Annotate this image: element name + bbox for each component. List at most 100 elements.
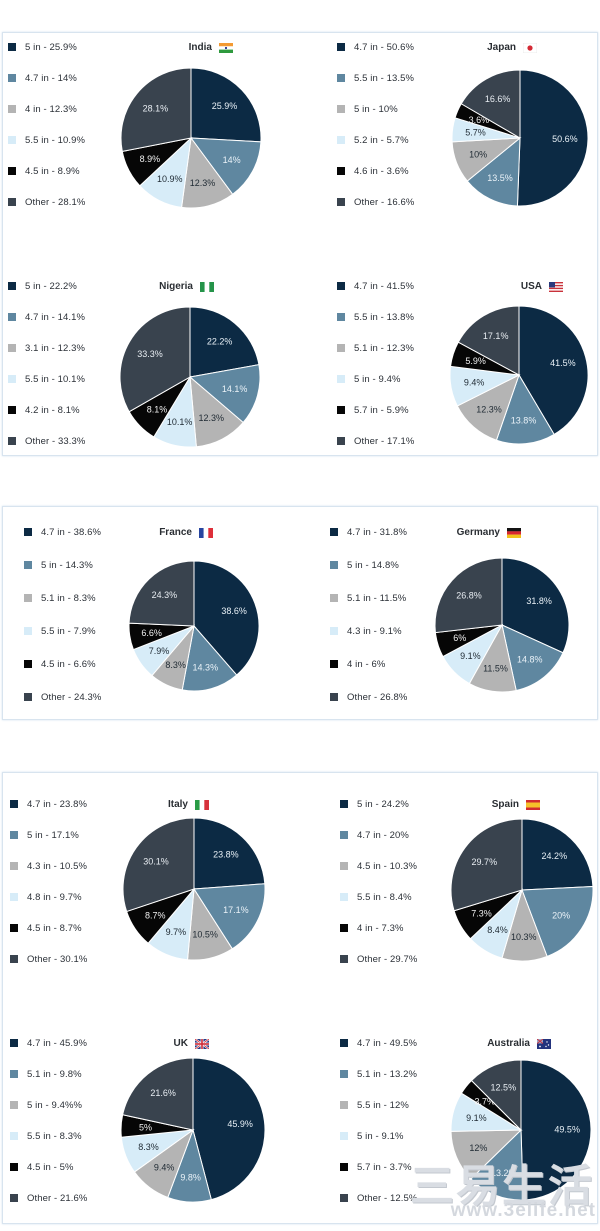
india-flag-icon	[219, 43, 233, 53]
pie-slice	[181, 624, 238, 692]
slice-label: 13.2%	[491, 1168, 517, 1178]
pie-slice	[122, 1057, 194, 1131]
legend-item: 5.1 in - 9.8%	[10, 1067, 82, 1081]
chart-title: Australia	[487, 1038, 530, 1049]
legend-item: Other - 33.3%	[8, 434, 85, 448]
pie-slice	[450, 818, 523, 912]
legend-label: 4.7 in - 50.6%	[354, 41, 415, 53]
legend-item: 5 in - 25.9%	[8, 40, 77, 54]
slice-label: 7.3%	[471, 909, 492, 919]
pie-slice	[521, 818, 594, 891]
legend-label: 4.5 in - 5%	[27, 1161, 74, 1173]
legend-label: 4.2 in - 8.1%	[25, 404, 80, 416]
pie-slice	[188, 364, 261, 424]
legend-swatch	[340, 1101, 348, 1109]
slice-label: 5.7%	[465, 128, 486, 138]
pie-slice	[189, 137, 262, 195]
legend-item: 4.5 in - 8.9%	[8, 164, 80, 178]
usa-flag-icon	[549, 282, 563, 292]
slice-label: 14%	[223, 155, 241, 165]
slice-label: 5.9%	[465, 356, 486, 366]
pie-chart: 45.9% 9.8% 9.4% 8.3% 5% 21.6%	[120, 1057, 266, 1203]
pie-slice	[501, 624, 564, 692]
legend-label: 5.2 in - 5.7%	[354, 134, 409, 146]
legend-swatch	[340, 862, 348, 870]
legend-label: 4.5 in - 8.9%	[25, 165, 80, 177]
legend-item: 5.1 in - 12.3%	[337, 341, 414, 355]
slice-label: 24.2%	[542, 851, 568, 861]
pie-slice	[122, 817, 195, 913]
pie-slice	[190, 67, 262, 143]
legend-swatch	[10, 1101, 18, 1109]
legend-label: 5.5 in - 7.9%	[41, 625, 96, 637]
legend-swatch	[340, 1163, 348, 1171]
slice-label: 7.9%	[149, 646, 170, 656]
legend-swatch	[24, 693, 32, 701]
pie-slice	[193, 560, 260, 676]
legend-label: 4.5 in - 10.3%	[357, 860, 418, 872]
slice-label: 31.8%	[526, 596, 552, 606]
pie-slice	[189, 306, 260, 378]
legend-label: 4 in - 12.3%	[25, 103, 77, 115]
legend-label: Other - 16.6%	[354, 196, 415, 208]
legend-item: 5 in - 14.3%	[24, 558, 93, 572]
legend-label: 4.7 in - 20%	[357, 829, 409, 841]
slice-label: 8.7%	[145, 910, 166, 920]
slice-label: 8.3%	[165, 660, 186, 670]
slice-label: 17.1%	[223, 905, 249, 915]
legend-swatch	[330, 627, 338, 635]
legend-swatch	[8, 313, 16, 321]
slice-label: 24.3%	[152, 590, 178, 600]
legend-item: 5.5 in - 8.4%	[340, 890, 412, 904]
legend-label: 4.5 in - 8.7%	[27, 922, 82, 934]
pie-chart: 22.2% 14.1% 12.3% 10.1% 8.1% 33.3%	[119, 306, 261, 448]
legend-swatch	[337, 198, 345, 206]
legend-item: 5.5 in - 8.3%	[10, 1129, 82, 1143]
legend-label: 5 in - 14.8%	[347, 559, 399, 571]
legend-item: 4.5 in - 10.3%	[340, 859, 417, 873]
legend-item: 5.7 in - 5.9%	[337, 403, 409, 417]
pie-slice	[470, 1128, 524, 1201]
legend-swatch	[24, 627, 32, 635]
pie-chart: 24.2% 20% 10.3%8.4% 7.3% 29.7%	[450, 818, 594, 962]
pie-slice	[120, 67, 192, 153]
legend-label: 5 in - 10%	[354, 103, 398, 115]
legend-label: Other - 17.1%	[354, 435, 415, 447]
legend-item: 4 in - 12.3%	[8, 102, 77, 116]
legend-item: 5.5 in - 10.1%	[8, 372, 85, 386]
legend-label: 4.3 in - 10.5%	[27, 860, 88, 872]
legend-swatch	[8, 198, 16, 206]
slice-label: 29.7%	[472, 857, 498, 867]
legend-swatch	[10, 800, 18, 808]
legend-item: 5 in - 22.2%	[8, 279, 77, 293]
legend-label: 4.7 in - 49.5%	[357, 1037, 418, 1049]
slice-label: 28.1%	[143, 104, 169, 114]
chart-title: USA	[520, 281, 542, 292]
legend-label: Other - 29.7%	[357, 953, 418, 965]
legend-label: 5 in - 14.3%	[41, 559, 93, 571]
legend-label: Other - 33.3%	[25, 435, 86, 447]
legend-item: 4.7 in - 49.5%	[340, 1036, 417, 1050]
legend-item: 5.1 in - 11.5%	[330, 591, 406, 605]
legend-swatch	[337, 105, 345, 113]
slice-label: 10.9%	[157, 174, 183, 184]
pie-slice	[470, 1059, 522, 1132]
legend-item: 5 in - 9.1%	[340, 1129, 404, 1143]
legend-label: 3.1 in - 12.3%	[25, 342, 86, 354]
spain-flag-icon	[526, 800, 540, 810]
legend-label: Other - 26.8%	[347, 691, 408, 703]
legend-swatch	[8, 105, 16, 113]
legend-item: 5.5 in - 13.8%	[337, 310, 414, 324]
slice-label: 16.6%	[485, 94, 511, 104]
legend-item: 4.7 in - 14%	[8, 71, 77, 85]
slice-label: 12.3%	[198, 413, 224, 423]
legend-swatch	[8, 167, 16, 175]
pie-slice	[460, 69, 521, 139]
legend-swatch	[330, 561, 338, 569]
slice-label: 9.4%	[154, 1163, 175, 1173]
legend-item: Other - 30.1%	[10, 952, 87, 966]
legend-label: 5 in - 9.1%	[357, 1130, 404, 1142]
pie-slice	[193, 817, 266, 890]
pie-slice	[193, 883, 266, 950]
legend-item: Other - 21.6%	[10, 1191, 87, 1205]
